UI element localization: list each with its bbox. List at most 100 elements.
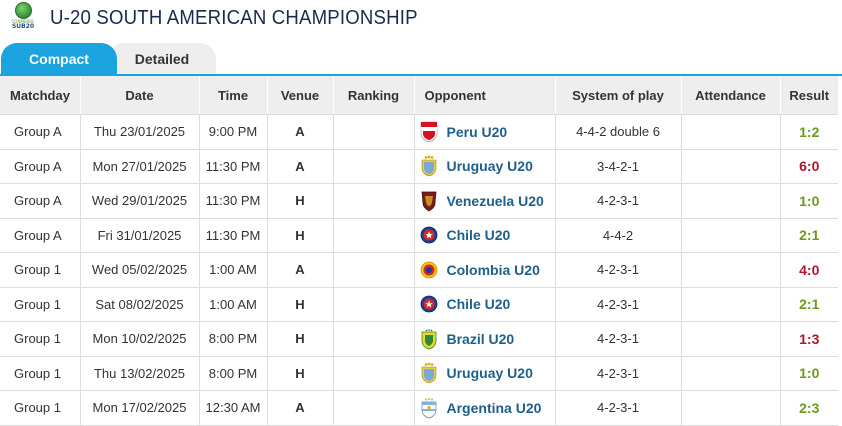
result-link[interactable]: 1:0 <box>799 365 820 382</box>
attendance-cell <box>681 252 781 288</box>
system-cell: 4-2-3-1 <box>555 390 682 426</box>
date-cell: Sat 08/02/2025 <box>80 287 200 322</box>
column-header-opponent[interactable]: Opponent <box>414 76 556 115</box>
time-cell: 12:30 AM <box>199 390 268 426</box>
ranking-cell <box>333 390 415 426</box>
attendance-cell <box>681 183 781 219</box>
attendance-cell <box>681 356 781 391</box>
opponent-link[interactable]: Venezuela U20 <box>446 192 544 209</box>
peru-crest-icon <box>420 121 438 143</box>
column-header-attendance[interactable]: Attendance <box>681 76 781 115</box>
table-header-row: Matchday Date Time Venue Ranking Opponen… <box>0 76 838 115</box>
system-cell: 4-2-3-1 <box>555 356 682 391</box>
matchday-cell: Group A <box>0 149 81 184</box>
date-cell: Mon 10/02/2025 <box>80 321 200 357</box>
matchday-cell: Group A <box>0 183 81 219</box>
attendance-cell <box>681 287 781 322</box>
system-cell: 4-2-3-1 <box>555 252 682 288</box>
attendance-cell <box>681 321 781 357</box>
ranking-cell <box>333 287 415 322</box>
venue-cell: H <box>267 356 334 391</box>
table-row: Group 1 Thu 13/02/2025 8:00 PM H Uruguay U20… <box>0 356 838 391</box>
table-row: Group 1 Mon 17/02/2025 12:30 AM A Argentina … <box>0 390 838 426</box>
result-cell: 4:0 <box>780 252 838 288</box>
venue-cell: H <box>267 321 334 357</box>
time-cell: 11:30 PM <box>199 183 268 219</box>
opponent-link[interactable]: Colombia U20 <box>446 261 540 278</box>
table-row: Group A Thu 23/01/2025 9:00 PM A Peru U20 4-4… <box>0 114 838 150</box>
attendance-cell <box>681 390 781 426</box>
result-link[interactable]: 2:1 <box>799 296 820 313</box>
result-link[interactable]: 1:0 <box>799 192 820 209</box>
attendance-cell <box>681 218 781 253</box>
brazil-crest-icon <box>420 328 438 350</box>
system-cell: 3-4-2-1 <box>555 149 682 184</box>
venue-cell: A <box>267 149 334 184</box>
table-row: Group 1 Mon 10/02/2025 8:00 PM H Brazil U20 4… <box>0 321 838 357</box>
venue-cell: A <box>267 252 334 288</box>
uruguay-crest-icon <box>420 362 438 384</box>
result-cell: 6:0 <box>780 149 838 184</box>
opponent-cell: Uruguay U20 <box>414 356 556 391</box>
opponent-link[interactable]: Argentina U20 <box>446 399 542 416</box>
argentina-crest-icon <box>420 397 438 419</box>
page-title: U-20 SOUTH AMERICAN CHAMPIONSHIP <box>50 6 418 29</box>
system-cell: 4-4-2 <box>555 218 682 253</box>
opponent-link[interactable]: Uruguay U20 <box>446 158 533 175</box>
attendance-cell <box>681 149 781 184</box>
column-header-ranking[interactable]: Ranking <box>333 76 415 115</box>
opponent-cell: Venezuela U20 <box>414 183 556 219</box>
result-link[interactable]: 2:3 <box>799 399 820 416</box>
opponent-link[interactable]: Brazil U20 <box>446 330 515 347</box>
matchday-cell: Group 1 <box>0 356 81 391</box>
system-cell: 4-2-3-1 <box>555 321 682 357</box>
opponent-cell: Peru U20 <box>414 114 556 150</box>
view-tabs: Detailed Compact <box>0 36 842 76</box>
result-link[interactable]: 4:0 <box>799 261 820 278</box>
chile-crest-icon <box>420 224 438 246</box>
system-cell: 4-2-3-1 <box>555 183 682 219</box>
date-cell: Mon 27/01/2025 <box>80 149 200 184</box>
opponent-link[interactable]: Chile U20 <box>446 227 511 244</box>
column-header-date[interactable]: Date <box>80 76 200 115</box>
opponent-cell: Argentina U20 <box>414 390 556 426</box>
time-cell: 8:00 PM <box>199 356 268 391</box>
table-row: Group 1 Sat 08/02/2025 1:00 AM H Chile U20 4-… <box>0 287 838 322</box>
opponent-link[interactable]: Peru U20 <box>446 123 508 140</box>
matchday-cell: Group 1 <box>0 252 81 288</box>
column-header-matchday[interactable]: Matchday <box>0 76 81 115</box>
column-header-venue[interactable]: Venue <box>267 76 334 115</box>
opponent-link[interactable]: Uruguay U20 <box>446 365 533 382</box>
matches-table: Matchday Date Time Venue Ranking Opponen… <box>0 76 838 426</box>
date-cell: Thu 23/01/2025 <box>80 114 200 150</box>
table-row: Group A Wed 29/01/2025 11:30 PM H Venezuela … <box>0 183 838 219</box>
tab-compact[interactable]: Compact <box>1 43 117 74</box>
matchday-cell: Group A <box>0 218 81 253</box>
venue-cell: A <box>267 390 334 426</box>
chile-crest-icon <box>420 293 438 315</box>
column-header-time[interactable]: Time <box>199 76 268 115</box>
matchday-cell: Group 1 <box>0 321 81 357</box>
tab-detailed[interactable]: Detailed <box>108 43 216 74</box>
uruguay-crest-icon <box>420 155 438 177</box>
opponent-link[interactable]: Chile U20 <box>446 296 511 313</box>
result-cell: 1:3 <box>780 321 838 357</box>
column-header-system[interactable]: System of play <box>555 76 682 115</box>
ranking-cell <box>333 321 415 357</box>
venue-cell: H <box>267 218 334 253</box>
column-header-result[interactable]: Result <box>780 76 838 115</box>
result-cell: 2:3 <box>780 390 838 426</box>
result-link[interactable]: 1:3 <box>799 330 820 347</box>
result-cell: 1:0 <box>780 183 838 219</box>
date-cell: Fri 31/01/2025 <box>80 218 200 253</box>
colombia-crest-icon <box>420 259 438 281</box>
result-link[interactable]: 2:1 <box>799 227 820 244</box>
result-link[interactable]: 6:0 <box>799 158 820 175</box>
opponent-cell: Brazil U20 <box>414 321 556 357</box>
venue-cell: H <box>267 183 334 219</box>
result-link[interactable]: 1:2 <box>799 123 820 140</box>
date-cell: Thu 13/02/2025 <box>80 356 200 391</box>
time-cell: 11:30 PM <box>199 149 268 184</box>
page-header: CONMEBOL SUB20 U-20 SOUTH AMERICAN CHAMP… <box>0 0 842 36</box>
time-cell: 1:00 AM <box>199 287 268 322</box>
